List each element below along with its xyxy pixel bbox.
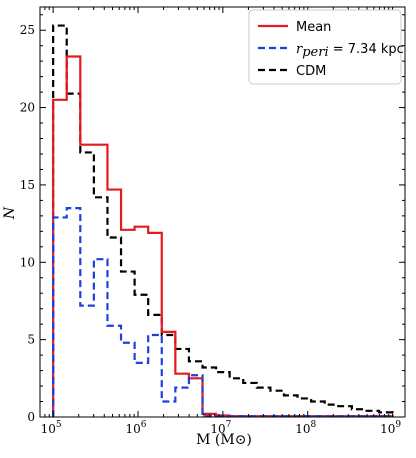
y-tick-label: 20 (20, 101, 35, 115)
series-2-step-line (52, 24, 394, 417)
x-tick-label: 105 (41, 420, 62, 436)
series-0-step-line (52, 55, 394, 418)
y-tick-label: 5 (27, 333, 35, 347)
series-1-step-line (52, 207, 394, 418)
legend-label-rperi-symbol: r (296, 42, 303, 57)
ticks-layer: 0 5 10 15 20 25 105 106 107 108 109 (20, 7, 405, 436)
x-tick-label: 106 (126, 420, 147, 436)
y-tick-label: 15 (20, 178, 35, 192)
y-tick-label: 10 (20, 255, 35, 269)
x-tick-label: 109 (380, 420, 401, 436)
legend-label-rperi: rperi = 7.34 kpc (296, 42, 404, 60)
x-tick-label: 108 (295, 420, 316, 436)
legend-label-mean: Mean (296, 20, 331, 35)
x-tick-label: 107 (210, 420, 231, 436)
x-axis-label: M (M⊙) (196, 432, 252, 448)
y-tick-label: 25 (20, 23, 35, 37)
y-tick-label: 0 (27, 410, 35, 424)
y-axis-label: N (2, 206, 18, 220)
series-layer (52, 24, 394, 418)
legend: Mean rperi = 7.34 kpc CDM (248, 9, 404, 85)
legend-box (248, 9, 402, 85)
legend-label-cdm: CDM (296, 64, 326, 79)
legend-label-rperi-value: = 7.34 kpc (329, 42, 404, 57)
legend-label-rperi-subscript: peri (302, 45, 328, 60)
